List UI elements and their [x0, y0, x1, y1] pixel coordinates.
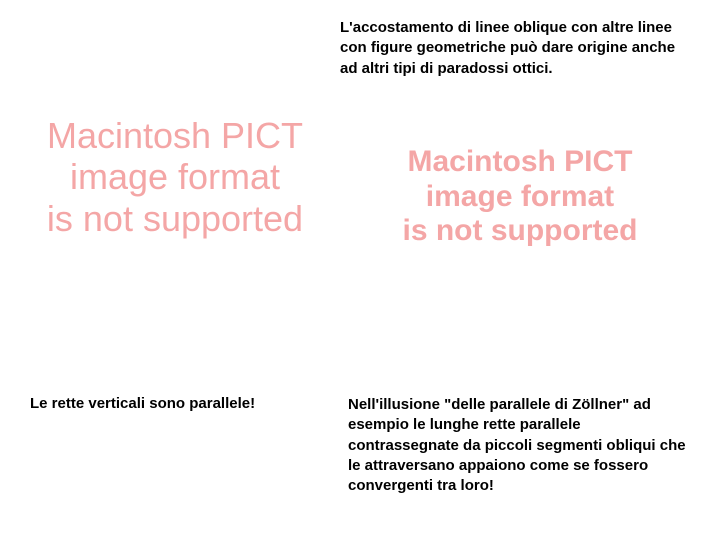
placeholder-line: is not supported	[30, 198, 320, 239]
placeholder-line: Macintosh PICT	[30, 115, 320, 156]
placeholder-line: Macintosh PICT	[370, 145, 670, 180]
placeholder-line: image format	[370, 180, 670, 215]
caption-left: Le rette verticali sono parallele!	[30, 395, 255, 412]
caption-right: Nell'illusione "delle parallele di Zölln…	[348, 395, 688, 496]
placeholder-line: is not supported	[370, 214, 670, 249]
intro-paragraph: L'accostamento di linee oblique con altr…	[340, 18, 690, 79]
image-placeholder-left: Macintosh PICT image format is not suppo…	[30, 115, 320, 239]
image-placeholder-right: Macintosh PICT image format is not suppo…	[370, 145, 670, 249]
placeholder-line: image format	[30, 156, 320, 197]
